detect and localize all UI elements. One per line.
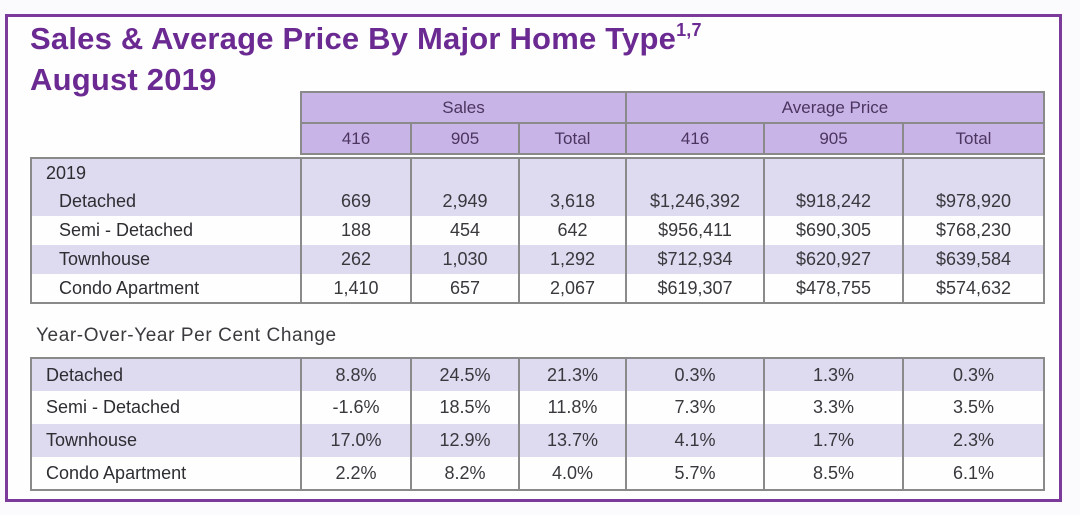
sales-total-cell: 13.7%	[518, 424, 627, 457]
yoy-data-table: Detached 8.8% 24.5% 21.3% 0.3% 1.3% 0.3%…	[30, 357, 1045, 491]
price-905-cell: $690,305	[763, 216, 904, 245]
sales-905-cell: 8.2%	[410, 457, 520, 490]
row-label: Detached	[30, 187, 302, 216]
group-header-row: Sales Average Price	[300, 91, 1045, 124]
sales-905-cell: 657	[410, 274, 520, 303]
empty-cell	[410, 158, 520, 187]
sub-header-row: 416 905 Total 416 905 Total	[300, 122, 1045, 155]
page-title: Sales & Average Price By Major Home Type…	[30, 19, 702, 57]
empty-cell	[763, 158, 904, 187]
sales-total-cell: 21.3%	[518, 358, 627, 391]
empty-cell	[300, 158, 412, 187]
price-905-cell: 3.3%	[763, 391, 904, 424]
row-label: Semi - Detached	[30, 391, 302, 424]
sales-total-cell: 642	[518, 216, 627, 245]
table-row: Condo Apartment 1,410 657 2,067 $619,307…	[30, 274, 1045, 303]
price-416-cell: $956,411	[625, 216, 765, 245]
year-label: 2019	[30, 158, 302, 187]
sales-905-header: 905	[410, 122, 520, 155]
sales-416-cell: 8.8%	[300, 358, 412, 391]
title-superscript: 1,7	[676, 19, 702, 40]
sales-905-cell: 2,949	[410, 187, 520, 216]
sales-905-cell: 1,030	[410, 245, 520, 274]
sales-416-cell: 262	[300, 245, 412, 274]
sales-total-cell: 11.8%	[518, 391, 627, 424]
row-label: Townhouse	[30, 245, 302, 274]
sales-905-cell: 24.5%	[410, 358, 520, 391]
price-total-cell: $978,920	[902, 187, 1045, 216]
price-416-cell: $712,934	[625, 245, 765, 274]
price-416-cell: $1,246,392	[625, 187, 765, 216]
price-total-cell: 6.1%	[902, 457, 1045, 490]
sales-416-header: 416	[300, 122, 412, 155]
row-label: Condo Apartment	[30, 457, 302, 490]
sales-416-cell: 1,410	[300, 274, 412, 303]
row-label: Detached	[30, 358, 302, 391]
sales-416-cell: 17.0%	[300, 424, 412, 457]
empty-cell	[902, 158, 1045, 187]
page-subtitle: August 2019	[30, 62, 217, 97]
sales-416-cell: -1.6%	[300, 391, 412, 424]
price-905-cell: $620,927	[763, 245, 904, 274]
avg-price-group-header: Average Price	[625, 91, 1045, 124]
table-row: Detached 8.8% 24.5% 21.3% 0.3% 1.3% 0.3%	[30, 358, 1045, 391]
price-total-header: Total	[902, 122, 1045, 155]
empty-cell	[518, 158, 627, 187]
sales-total-cell: 3,618	[518, 187, 627, 216]
price-total-cell: 3.5%	[902, 391, 1045, 424]
price-905-cell: 1.7%	[763, 424, 904, 457]
sales-total-cell: 2,067	[518, 274, 627, 303]
sales-total-cell: 4.0%	[518, 457, 627, 490]
table-row: Semi - Detached 188 454 642 $956,411 $69…	[30, 216, 1045, 245]
price-416-cell: 7.3%	[625, 391, 765, 424]
price-905-header: 905	[763, 122, 904, 155]
row-label: Townhouse	[30, 424, 302, 457]
sales-905-cell: 454	[410, 216, 520, 245]
price-905-cell: $478,755	[763, 274, 904, 303]
price-total-cell: 0.3%	[902, 358, 1045, 391]
price-416-cell: 5.7%	[625, 457, 765, 490]
table-row: Townhouse 17.0% 12.9% 13.7% 4.1% 1.7% 2.…	[30, 424, 1045, 457]
empty-cell	[625, 158, 765, 187]
price-905-cell: 1.3%	[763, 358, 904, 391]
sales-total-header: Total	[518, 122, 627, 155]
price-total-cell: $639,584	[902, 245, 1045, 274]
table-row: Condo Apartment 2.2% 8.2% 4.0% 5.7% 8.5%…	[30, 457, 1045, 490]
main-data-table: 2019 Detached 669 2,949 3,618 $1,246,392…	[30, 157, 1045, 304]
page-title-text: Sales & Average Price By Major Home Type	[30, 21, 677, 56]
price-416-cell: 0.3%	[625, 358, 765, 391]
sales-905-cell: 18.5%	[410, 391, 520, 424]
price-905-cell: $918,242	[763, 187, 904, 216]
sales-total-cell: 1,292	[518, 245, 627, 274]
table-row: Townhouse 262 1,030 1,292 $712,934 $620,…	[30, 245, 1045, 274]
sales-416-cell: 188	[300, 216, 412, 245]
price-905-cell: 8.5%	[763, 457, 904, 490]
table-row: Detached 669 2,949 3,618 $1,246,392 $918…	[30, 187, 1045, 216]
price-total-cell: $574,632	[902, 274, 1045, 303]
price-416-header: 416	[625, 122, 765, 155]
sales-416-cell: 669	[300, 187, 412, 216]
column-header-table: Sales Average Price 416 905 Total 416 90…	[300, 91, 1045, 155]
row-label: Condo Apartment	[30, 274, 302, 303]
table-row: Semi - Detached -1.6% 18.5% 11.8% 7.3% 3…	[30, 391, 1045, 424]
sales-416-cell: 2.2%	[300, 457, 412, 490]
yoy-section-heading: Year-Over-Year Per Cent Change	[36, 325, 337, 346]
price-416-cell: 4.1%	[625, 424, 765, 457]
row-label: Semi - Detached	[30, 216, 302, 245]
year-header-row: 2019	[30, 158, 1045, 187]
sales-905-cell: 12.9%	[410, 424, 520, 457]
price-416-cell: $619,307	[625, 274, 765, 303]
sales-group-header: Sales	[300, 91, 627, 124]
price-total-cell: 2.3%	[902, 424, 1045, 457]
price-total-cell: $768,230	[902, 216, 1045, 245]
